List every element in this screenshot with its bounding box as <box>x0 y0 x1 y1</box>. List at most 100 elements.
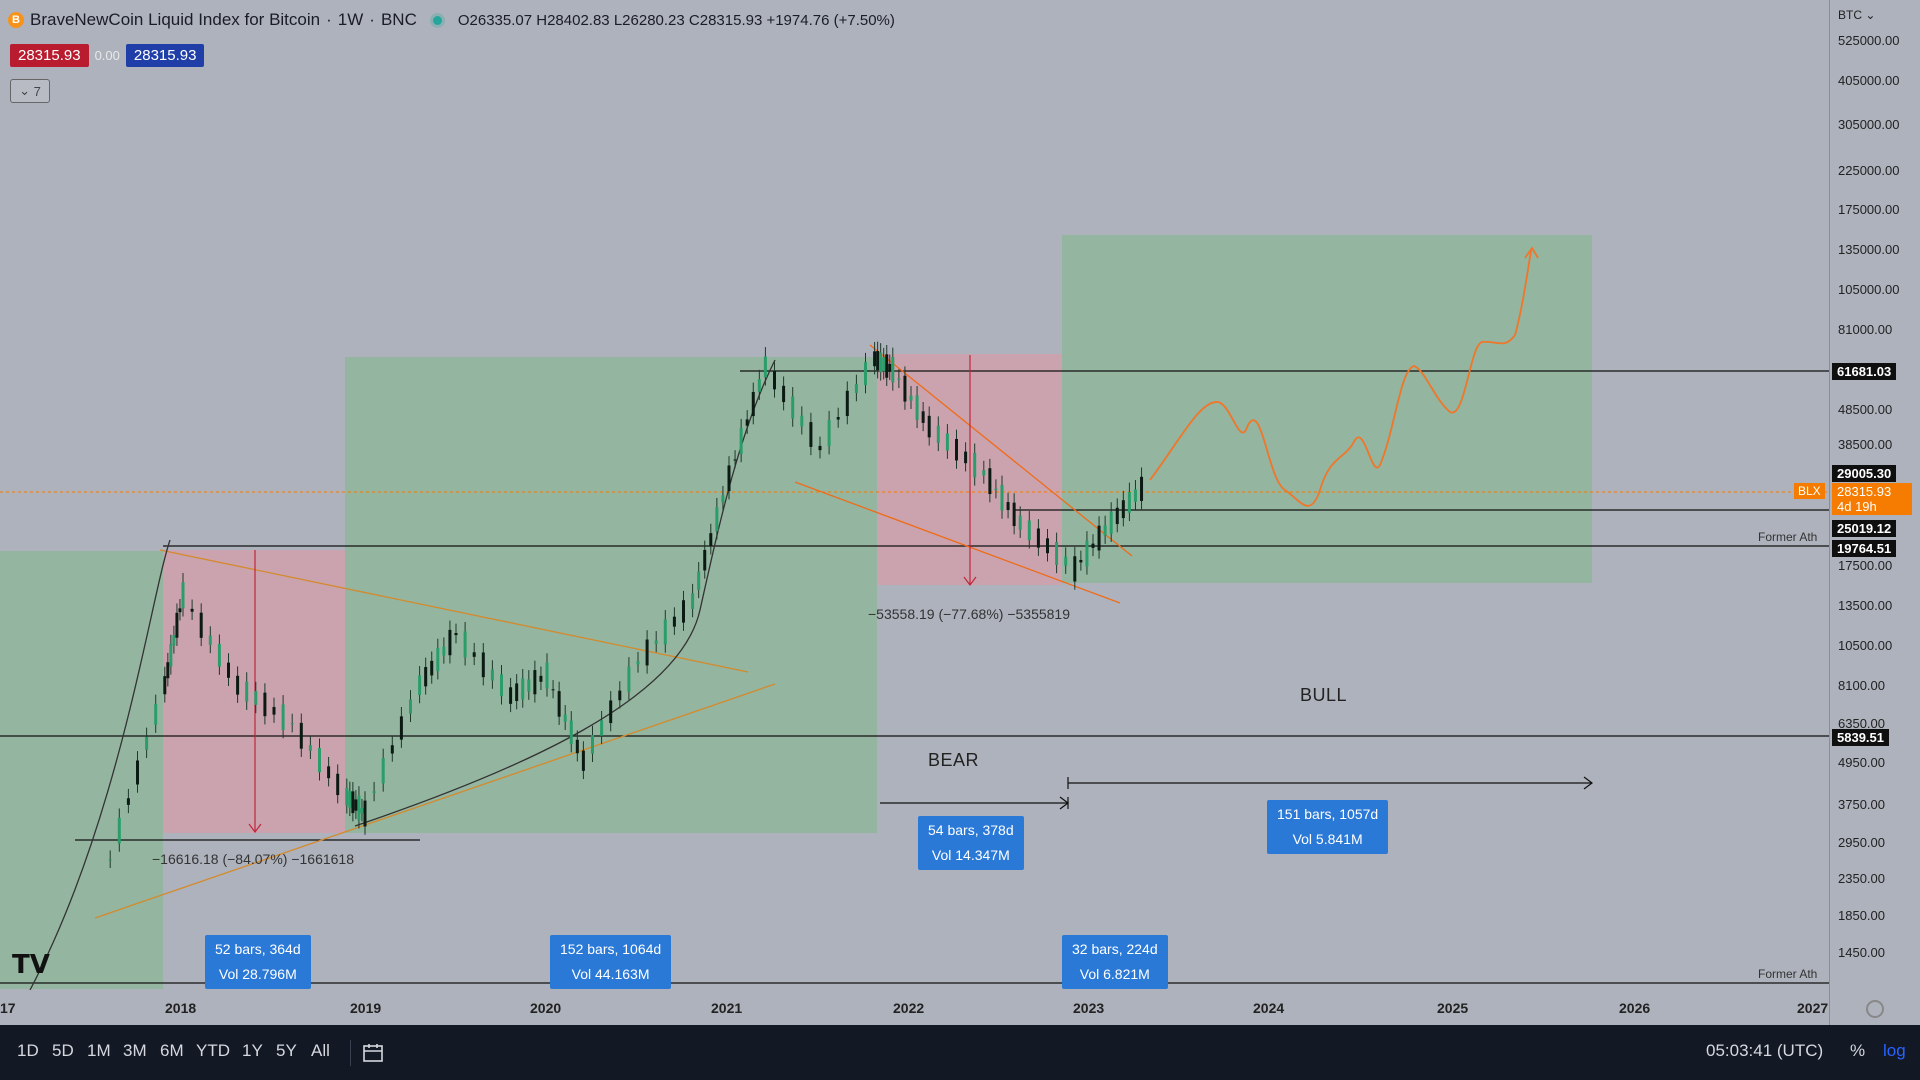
candle-body <box>672 616 676 627</box>
spread-value: 0.00 <box>94 48 120 63</box>
candle-body <box>809 422 813 447</box>
candle-body <box>1109 511 1113 534</box>
projection-path <box>1149 247 1533 507</box>
chevron-down-icon: ⌄ <box>19 83 34 98</box>
candle-body <box>390 745 394 754</box>
range-1y-button[interactable]: 1Y <box>242 1041 263 1060</box>
candle-body <box>357 795 361 821</box>
measure-bars: 151 bars, 1057d <box>1277 806 1379 822</box>
candle-body <box>1097 525 1101 551</box>
settings-gear-icon[interactable] <box>1866 1000 1884 1018</box>
candle-body <box>545 662 549 689</box>
candle-body <box>1079 559 1083 563</box>
buy-button[interactable]: 28315.93 <box>125 44 205 67</box>
candle-body <box>733 459 737 461</box>
candle-body <box>117 817 121 844</box>
candle-body <box>721 495 725 503</box>
candle-body <box>418 675 422 695</box>
candle-body <box>145 736 149 750</box>
range-5d-button[interactable]: 5D <box>52 1041 74 1060</box>
candle-body <box>697 571 701 590</box>
currency-label: BTC <box>1838 8 1862 22</box>
calendar-icon[interactable] <box>362 1042 384 1064</box>
range-5y-button[interactable]: 5Y <box>276 1041 297 1060</box>
candle-body <box>1103 525 1107 536</box>
interval-label[interactable]: 1W <box>337 10 364 29</box>
price-tick: 38500.00 <box>1838 437 1893 452</box>
range-measure-badge: 151 bars, 1057d Vol 5.841M <box>1267 800 1389 854</box>
candle-body <box>1121 500 1125 519</box>
price-line-tag[interactable]: 29005.30 <box>1832 465 1897 482</box>
candle-body <box>1027 520 1031 541</box>
candle-body <box>557 691 561 717</box>
candle-body <box>463 631 467 658</box>
candle-body <box>864 362 867 386</box>
symbol-title[interactable]: BraveNewCoin Liquid Index for Bitcoin <box>30 10 321 29</box>
candle-body <box>1012 502 1016 527</box>
candle-body <box>227 662 230 678</box>
candle-body <box>399 716 403 740</box>
candle-body <box>299 722 303 749</box>
candle-body <box>521 678 525 700</box>
candle-body <box>360 808 364 814</box>
currency-selector[interactable]: BTC ⌄ <box>1838 8 1876 22</box>
candle-body <box>955 438 958 461</box>
candle-body <box>1085 540 1089 567</box>
range-all-button[interactable]: All <box>311 1041 330 1060</box>
exchange-label: BNC <box>380 10 417 29</box>
bear-label: BEAR <box>928 750 980 770</box>
candle-body <box>891 356 895 383</box>
bar-countdown: 4d 19h <box>1837 499 1877 514</box>
price-tick: 4950.00 <box>1838 755 1885 770</box>
candle-body <box>791 396 795 419</box>
candle-body <box>600 720 604 736</box>
range-3m-button[interactable]: 3M <box>123 1041 147 1060</box>
current-price: 28315.93 <box>1837 484 1892 499</box>
price-line-tag[interactable]: 61681.03 <box>1832 363 1897 380</box>
candle-body <box>409 699 412 714</box>
tradingview-logo[interactable]: TV <box>12 950 50 980</box>
price-line-tag[interactable]: 25019.12 <box>1832 520 1897 537</box>
candle-body <box>1073 556 1077 582</box>
candle-body <box>245 681 249 702</box>
candle-body <box>569 720 573 745</box>
candle-body <box>1036 528 1040 548</box>
candle-body <box>217 643 221 667</box>
candle-body <box>682 600 685 623</box>
price-axis[interactable]: BTC ⌄ 525000.00 405000.00 305000.00 2250… <box>1794 0 1920 1025</box>
chart-pane[interactable]: B BraveNewCoin Liquid Index for Bitcoin … <box>0 0 1900 990</box>
candle-body <box>973 452 977 478</box>
sell-button[interactable]: 28315.93 <box>10 44 89 67</box>
candle-body <box>348 791 352 808</box>
range-1d-button[interactable]: 1D <box>17 1041 39 1060</box>
indicators-toggle-button[interactable]: ⌄ 7 <box>10 79 50 103</box>
candle-body <box>618 690 622 701</box>
candle-body <box>539 675 543 682</box>
candle-body <box>190 608 194 612</box>
price-chart[interactable] <box>0 0 1830 990</box>
indicators-count: 7 <box>33 83 41 99</box>
measure-bars: 54 bars, 378d <box>928 822 1014 838</box>
candle-body <box>327 766 331 779</box>
measure-volume: Vol 44.163M <box>571 966 650 982</box>
year-label: 2021 <box>711 1000 743 1016</box>
candle-body <box>915 395 919 420</box>
candle-body <box>166 662 170 679</box>
price-tick: 10500.00 <box>1838 638 1893 653</box>
percent-scale-toggle[interactable]: % <box>1850 1041 1866 1060</box>
price-tick: 525000.00 <box>1838 33 1900 48</box>
range-ytd-button[interactable]: YTD <box>196 1041 230 1060</box>
year-label: 2020 <box>530 1000 562 1016</box>
price-line-tag[interactable]: 19764.51 <box>1832 540 1897 557</box>
market-status-icon <box>432 15 442 25</box>
price-line-tag[interactable]: 5839.51 <box>1832 729 1889 746</box>
price-tick: 3750.00 <box>1838 797 1885 812</box>
range-6m-button[interactable]: 6M <box>160 1041 184 1060</box>
log-scale-toggle[interactable]: log <box>1883 1041 1906 1060</box>
candle-body <box>627 666 631 692</box>
candle-body <box>108 859 112 861</box>
trade-panel: 28315.93 0.00 28315.93 <box>10 44 205 67</box>
range-1m-button[interactable]: 1M <box>87 1041 111 1060</box>
candle-body <box>782 385 786 403</box>
timezone-clock[interactable]: 05:03:41 (UTC) <box>1706 1041 1824 1060</box>
